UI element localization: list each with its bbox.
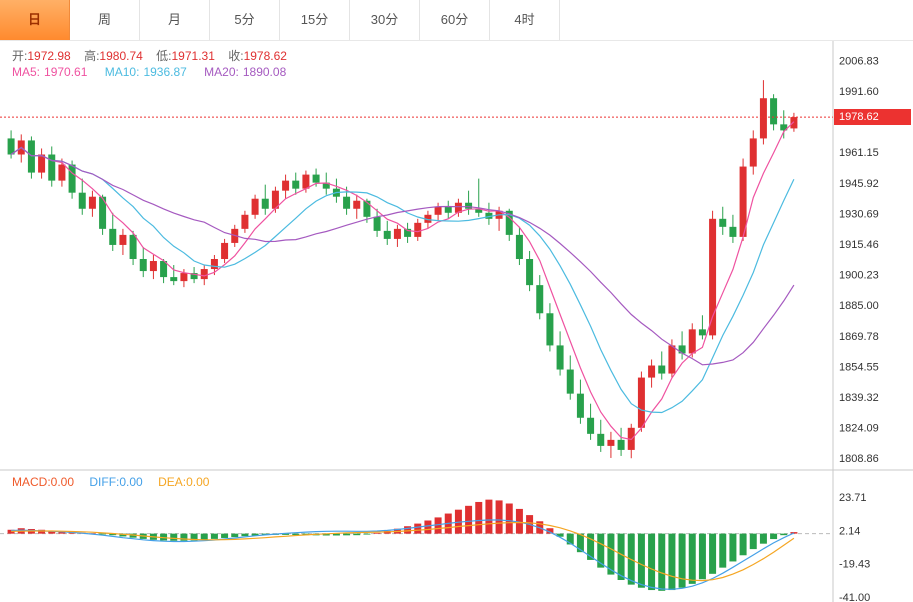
tab-15min[interactable]: 15分: [280, 0, 350, 40]
ma-readout: MA5: 1970.61 MA10: 1936.87 MA20: 1890.08: [12, 65, 300, 79]
svg-text:1915.46: 1915.46: [839, 239, 879, 251]
svg-text:1839.32: 1839.32: [839, 392, 879, 404]
low-value: 1971.31: [171, 49, 215, 63]
ma10-readout: MA10: 1936.87: [105, 65, 187, 79]
low-readout: 低:1971.31: [156, 49, 215, 63]
ma5-readout: MA5: 1970.61: [12, 65, 87, 79]
tab-week[interactable]: 周: [70, 0, 140, 40]
tab-4hour[interactable]: 4时: [490, 0, 560, 40]
macd-layer: [7, 499, 798, 591]
high-label: 高:: [84, 49, 100, 63]
svg-text:1961.15: 1961.15: [839, 147, 879, 159]
ma5-label: MA5:: [12, 65, 41, 79]
svg-text:1991.60: 1991.60: [839, 86, 879, 98]
diff-value-readout: DIFF:0.00: [89, 475, 142, 489]
macd-axis-labels: 23.71 2.14 -19.43 -41.00: [839, 492, 870, 602]
macd-value: 0.00: [50, 475, 75, 489]
svg-text:2006.83: 2006.83: [839, 55, 879, 67]
macd-readout: MACD:0.00 DIFF:0.00 DEA:0.00: [12, 475, 221, 489]
open-value: 1972.98: [27, 49, 71, 63]
close-readout: 收:1978.62: [228, 49, 287, 63]
macd-label: MACD:: [12, 475, 51, 489]
ma10-value: 1936.87: [143, 65, 187, 79]
low-label: 低:: [156, 49, 172, 63]
open-readout: 开:1972.98: [12, 49, 71, 63]
open-label: 开:: [12, 49, 28, 63]
svg-text:1824.09: 1824.09: [839, 423, 879, 435]
tab-30min[interactable]: 30分: [350, 0, 420, 40]
ma10-label: MA10:: [104, 65, 140, 79]
close-label: 收:: [228, 49, 244, 63]
svg-text:2.14: 2.14: [839, 525, 860, 537]
candles-layer: [7, 80, 798, 459]
macd-value-readout: MACD:0.00: [12, 475, 74, 489]
svg-text:1900.23: 1900.23: [839, 270, 879, 282]
ohlc-readout: 开:1972.98 高:1980.74 低:1971.31 收:1978.62: [12, 47, 297, 64]
svg-text:1945.92: 1945.92: [839, 178, 879, 190]
svg-text:1869.78: 1869.78: [839, 331, 879, 343]
current-price-chip: 1978.62: [834, 109, 911, 126]
ma20-readout: MA20: 1890.08: [204, 65, 286, 79]
close-value: 1978.62: [243, 49, 287, 63]
diff-label: DIFF:: [89, 475, 120, 489]
dea-label: DEA:: [158, 475, 187, 489]
dea-value-readout: DEA:0.00: [158, 475, 209, 489]
ma20-value: 1890.08: [242, 65, 287, 79]
svg-text:1854.55: 1854.55: [839, 361, 879, 373]
ma20-label: MA20:: [204, 65, 239, 79]
svg-text:1808.86: 1808.86: [839, 453, 879, 465]
high-readout: 高:1980.74: [84, 49, 143, 63]
high-value: 1980.74: [99, 49, 143, 63]
svg-text:-19.43: -19.43: [839, 559, 870, 571]
price-axis-labels: 2006.83 1991.60 1961.15 1945.92 1930.69 1915.…: [839, 55, 879, 465]
tab-month[interactable]: 月: [140, 0, 210, 40]
ma-lines-layer: [10, 121, 795, 441]
tab-60min[interactable]: 60分: [420, 0, 490, 40]
svg-text:23.71: 23.71: [839, 492, 867, 504]
svg-text:1930.69: 1930.69: [839, 208, 879, 220]
tab-bar: 日周月 5分 15分 30分 60分 4时: [0, 0, 913, 41]
svg-text:-41.00: -41.00: [839, 592, 870, 602]
dea-value: 0.00: [186, 475, 210, 489]
svg-text:1885.00: 1885.00: [839, 300, 879, 312]
tab-day[interactable]: 日: [0, 0, 70, 40]
ma5-value: 1970.61: [44, 65, 88, 79]
diff-value: 0.00: [119, 475, 143, 489]
tab-5min[interactable]: 5分: [210, 0, 280, 40]
